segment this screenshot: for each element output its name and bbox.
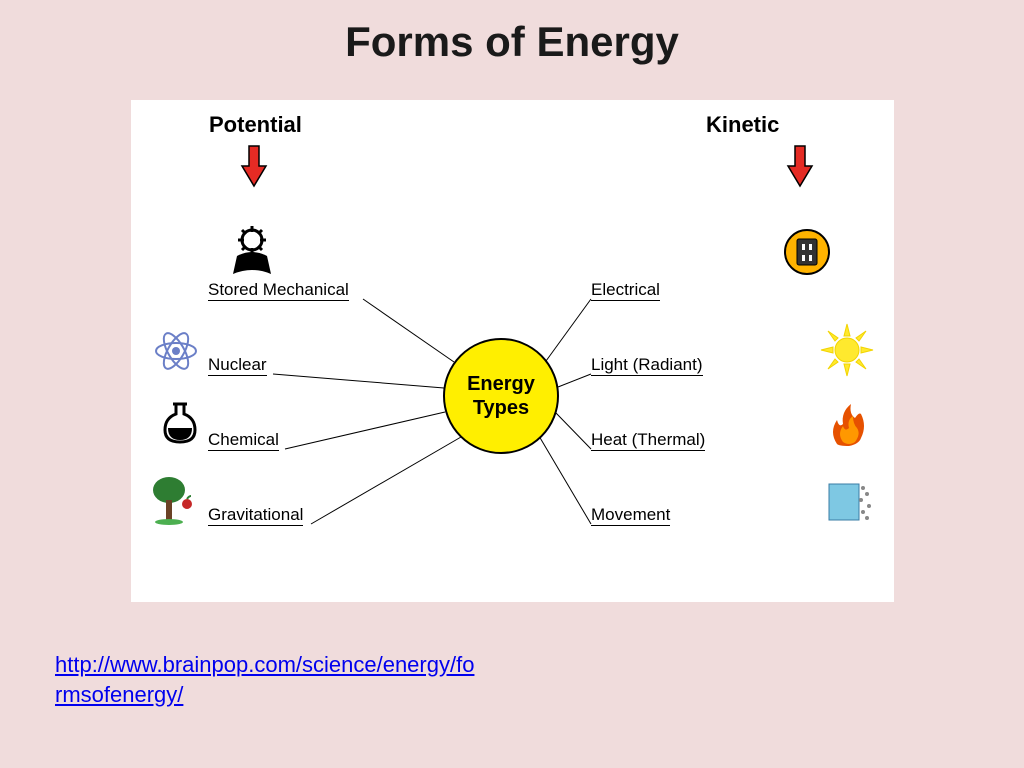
- page-title: Forms of Energy: [0, 0, 1024, 66]
- label-heat: Heat (Thermal): [591, 430, 705, 451]
- label-stored-mechanical: Stored Mechanical: [208, 280, 349, 301]
- source-url-link[interactable]: http://www.brainpop.com/science/energy/f…: [55, 650, 474, 709]
- outlet-icon: [783, 228, 831, 276]
- url-line1: http://www.brainpop.com/science/energy/f…: [55, 652, 474, 677]
- label-light: Light (Radiant): [591, 355, 703, 376]
- flame-icon: [823, 400, 871, 448]
- label-electrical: Electrical: [591, 280, 660, 301]
- movement-icon: [825, 476, 875, 526]
- energy-types-hub: Energy Types: [443, 338, 559, 454]
- atom-icon: [153, 328, 199, 374]
- label-chemical: Chemical: [208, 430, 279, 451]
- gear-weight-icon: [227, 226, 277, 276]
- hub-line1: Energy: [467, 372, 535, 396]
- url-line2: rmsofenergy/: [55, 682, 183, 707]
- flask-icon: [157, 400, 203, 446]
- tree-apple-icon: [149, 474, 201, 526]
- hub-line2: Types: [473, 396, 529, 420]
- label-gravitational: Gravitational: [208, 505, 303, 526]
- sun-icon: [819, 322, 875, 378]
- diagram-panel: Potential Kinetic Energy Types Stored Me…: [131, 100, 894, 602]
- label-movement: Movement: [591, 505, 670, 526]
- label-nuclear: Nuclear: [208, 355, 267, 376]
